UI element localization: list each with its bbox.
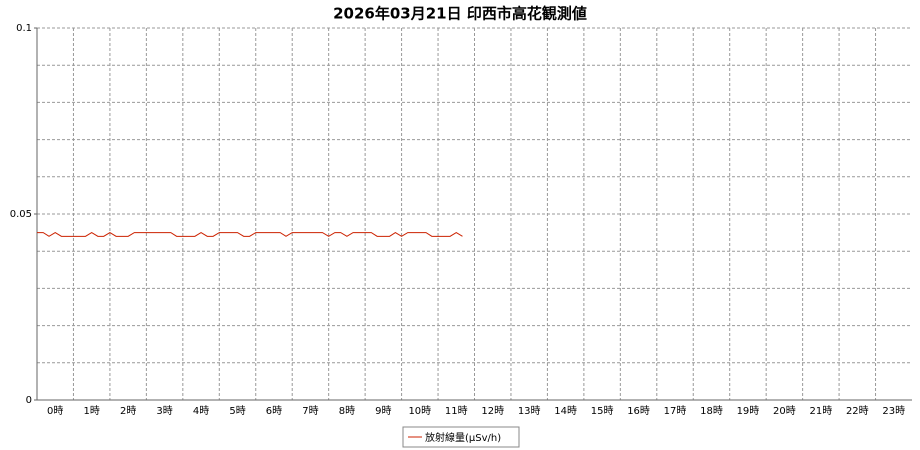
y-tick-label: 0.05 [10, 209, 32, 220]
x-tick-label: 14時 [554, 405, 577, 417]
y-tick-label: 0 [26, 395, 32, 406]
x-tick-label: 21時 [809, 405, 832, 417]
x-tick-label: 22時 [846, 405, 869, 417]
x-tick-label: 1時 [84, 405, 100, 417]
x-tick-label: 17時 [664, 405, 687, 417]
x-tick-label: 7時 [302, 405, 318, 417]
x-tick-label: 4時 [193, 405, 209, 417]
x-tick-label: 8時 [339, 405, 355, 417]
x-tick-label: 15時 [591, 405, 614, 417]
legend-box [402, 426, 520, 448]
data-line [37, 232, 463, 237]
x-tick-label: 19時 [737, 405, 760, 417]
x-tick-label: 6時 [266, 405, 282, 417]
x-tick-label: 12時 [481, 405, 504, 417]
x-tick-label: 3時 [156, 405, 172, 417]
legend-label: 放射線量(μSv/h) [425, 431, 501, 444]
legend: 放射線量(μSv/h) [402, 426, 520, 448]
x-tick-label: 9時 [375, 405, 391, 417]
x-tick-label: 13時 [518, 405, 541, 417]
x-tick-label: 0時 [47, 405, 63, 417]
x-tick-label: 5時 [229, 405, 245, 417]
chart-title: 2026年03月21日 印西市高花観測値 [333, 5, 587, 23]
x-tick-label: 16時 [627, 405, 650, 417]
x-tick-label: 20時 [773, 405, 796, 417]
x-tick-label: 18時 [700, 405, 723, 417]
x-tick-label: 11時 [445, 405, 468, 417]
x-tick-label: 2時 [120, 405, 136, 417]
x-tick-label: 23時 [882, 405, 905, 417]
x-tick-label: 10時 [408, 405, 431, 417]
y-tick-label: 0.1 [16, 23, 32, 34]
